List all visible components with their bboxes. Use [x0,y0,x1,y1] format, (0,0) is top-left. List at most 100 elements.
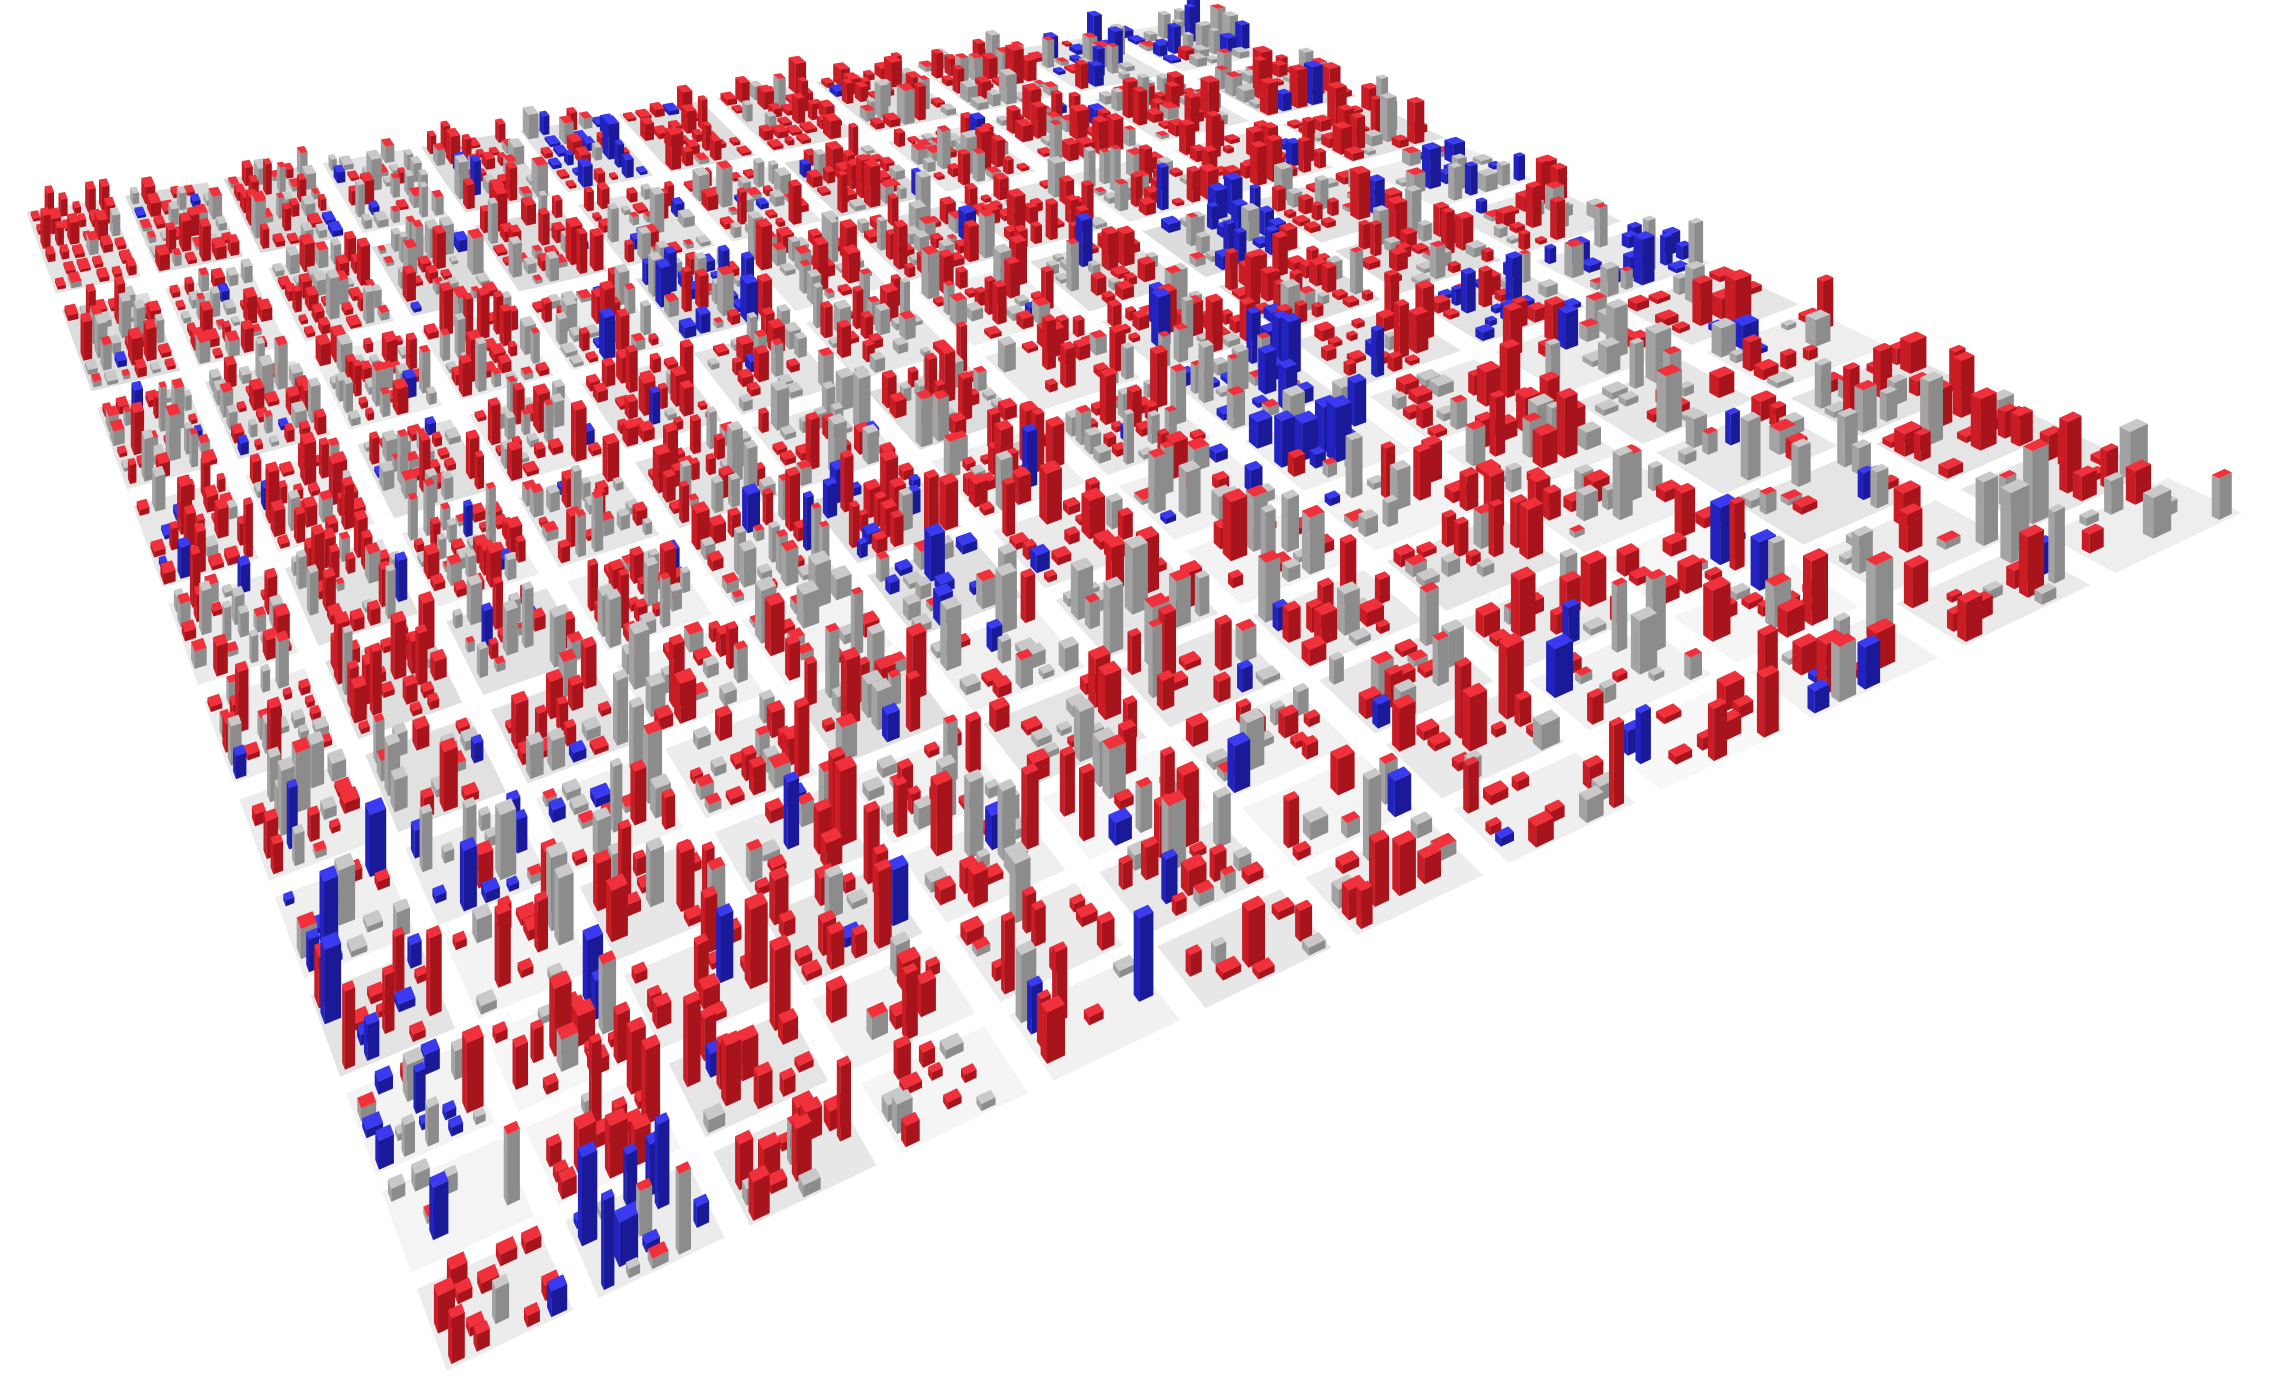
building [325,268,340,320]
building-top [729,136,741,143]
building-side [720,93,728,106]
building-top [896,82,915,91]
building [621,153,634,179]
building-side [784,137,789,146]
building-front [513,242,522,278]
building-front [1319,150,1326,169]
building-side [781,104,788,116]
building [1107,299,1122,327]
building-top [1049,119,1062,126]
building [735,75,750,103]
building [555,311,568,345]
building-side [1225,250,1231,291]
building-side [427,131,431,155]
building-front [908,266,916,278]
building-top [593,167,605,174]
building [285,245,300,275]
building-front [442,333,451,362]
building-side [591,117,598,128]
building-front [1248,207,1260,242]
building-front [841,325,851,359]
building [347,170,360,182]
building-side [1107,44,1113,74]
building-side [475,149,480,158]
building-front [533,331,540,364]
building [1195,21,1209,49]
building-top [241,159,253,168]
building-top [282,191,294,200]
building-top [1157,10,1171,15]
building-top [328,154,337,160]
building-side [602,117,609,160]
building [1153,40,1168,57]
building-side [859,106,867,122]
building-side [1132,88,1139,126]
building-front [773,144,784,151]
building-side [1156,164,1162,211]
building [583,186,594,212]
building-side [753,158,758,188]
building [487,197,498,244]
building [771,242,787,267]
building-top [566,133,583,143]
building-front [511,345,518,357]
building [893,219,908,270]
building-side [544,136,551,148]
building-side [1066,240,1072,292]
building-top [737,176,752,184]
building-front [584,117,593,130]
building-front [777,247,787,267]
building [1111,87,1124,112]
building-side [731,105,737,114]
building-top [788,55,807,64]
building-top [1150,98,1165,104]
building-side [445,129,451,165]
building [263,158,272,195]
building-side [785,126,793,136]
building-top [1011,41,1024,46]
building-side [1327,84,1336,129]
building-side [1155,132,1162,140]
building-top [777,116,792,124]
building [799,121,818,134]
building-front [1077,109,1088,141]
building-top [829,84,846,92]
building-front [1532,184,1542,228]
building-front [1303,139,1311,173]
building-top [1127,35,1146,41]
building-top [531,156,548,167]
building-top [915,138,933,147]
building [1101,226,1119,271]
building-side [941,76,947,87]
building-front [351,176,360,182]
building [352,359,362,397]
building [609,172,619,181]
building-front [696,133,704,143]
building [463,177,475,210]
building [168,201,179,226]
building-front [151,201,162,217]
building-front [740,191,747,225]
building-front [1197,57,1207,68]
building-top [1030,101,1047,108]
building-top [1020,54,1037,61]
building-side [1332,124,1341,155]
building [240,319,254,353]
building-side [813,284,817,329]
building-side [1127,36,1136,45]
building-top [957,148,971,155]
building-top [749,80,763,87]
building-side [348,186,352,206]
building-front [905,316,916,341]
building-front [182,220,192,252]
building [1327,197,1339,217]
building [1259,77,1278,116]
building [176,186,187,211]
building-side [1053,68,1059,76]
building-side [404,171,408,196]
building [716,160,733,208]
building-side [352,361,356,397]
building-front [746,198,754,213]
building-side [1208,28,1214,55]
building [957,148,971,186]
